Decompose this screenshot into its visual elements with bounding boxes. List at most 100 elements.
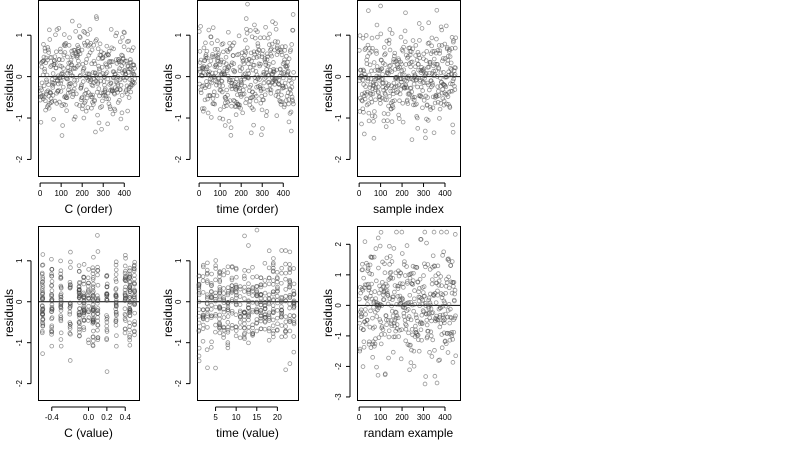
residual-point [450,130,456,135]
residual-point [368,308,373,314]
residual-point [242,321,247,327]
residual-point [287,293,293,298]
residual-point [282,57,287,63]
residual-point [217,278,223,283]
residual-point [367,285,372,290]
residual-point [445,257,451,262]
residual-point [414,115,420,121]
residual-point [358,309,363,315]
residual-point [213,70,218,76]
residual-point [421,66,427,72]
y-axis-label: residuals [321,289,335,337]
residual-point [372,324,377,330]
residual-point [364,297,370,302]
residual-point [212,47,218,52]
residual-point [270,262,276,268]
residual-point [94,37,99,42]
residual-point [262,326,268,332]
residual-point [422,80,427,86]
residual-point [86,290,91,295]
residual-point [41,42,46,47]
residual-point [95,298,101,303]
residual-point [397,98,402,103]
residual-point [41,83,47,89]
residual-point [99,104,105,109]
residual-point [418,327,424,333]
residual-point [376,290,382,296]
residual-point [286,119,292,125]
residual-point [279,270,284,276]
y-tick-label: -2 [15,155,24,163]
residual-point [407,293,413,298]
residual-point [226,65,232,70]
residual-point [386,355,391,361]
residual-point [62,32,67,37]
x-tick-label: 0.0 [83,413,95,422]
residual-point [246,281,251,286]
residual-point [378,229,384,235]
residual-point [396,334,401,339]
residual-point [205,306,210,312]
residual-panel-5: 5 10 15 20 time (value) -2 -1 0 1 residuals [161,226,299,440]
residual-point [368,82,373,88]
residual-point [196,283,202,289]
residual-point [110,59,115,65]
residual-point [205,311,210,317]
residual-point [207,93,213,99]
residual-point [412,301,418,307]
residual-point [423,58,429,63]
residual-point [72,82,78,88]
residual-point [274,52,280,57]
residual-point [259,51,265,57]
plot-frame [38,226,140,401]
residual-point [103,71,109,77]
residual-point [359,121,364,127]
residual-point [108,27,114,32]
residual-point [266,72,272,78]
residual-point [367,271,372,276]
x-tick-label: 300 [97,189,111,198]
residual-point [124,75,129,80]
residual-point [123,252,128,258]
residual-point [90,265,96,271]
residual-point [49,325,54,330]
residual-point [213,263,218,268]
residual-point [275,321,280,327]
residual-point [279,70,284,76]
x-tick-label: 200 [76,189,90,198]
residual-point [206,84,212,90]
residual-point [84,95,90,101]
residual-point [40,351,45,356]
residual-point [380,279,385,285]
residual-point [95,46,101,52]
residual-point [270,310,276,316]
residual-point [40,321,46,327]
residual-point [217,68,222,74]
residual-point [251,107,256,112]
residual-point [122,270,128,276]
residual-point [405,281,410,286]
residual-point [378,66,384,72]
residual-point [243,37,248,43]
residual-point [221,104,227,109]
residual-point [405,307,411,312]
residual-point [58,258,63,264]
residual-point [211,89,217,95]
residual-point [361,109,366,115]
residual-point [38,119,44,125]
residual-point [258,302,264,308]
residual-point [403,338,409,344]
residual-point [127,275,133,281]
residual-point [237,86,243,91]
residual-point [369,281,374,287]
residual-point [447,320,453,326]
residual-point [127,324,132,329]
residual-point [395,294,401,299]
residual-point [229,283,235,289]
residual-point [283,270,289,276]
residual-point [88,77,94,83]
residual-point [361,327,366,333]
residual-point [411,102,416,108]
x-tick-label: 100 [374,189,388,198]
residual-point [91,281,96,287]
